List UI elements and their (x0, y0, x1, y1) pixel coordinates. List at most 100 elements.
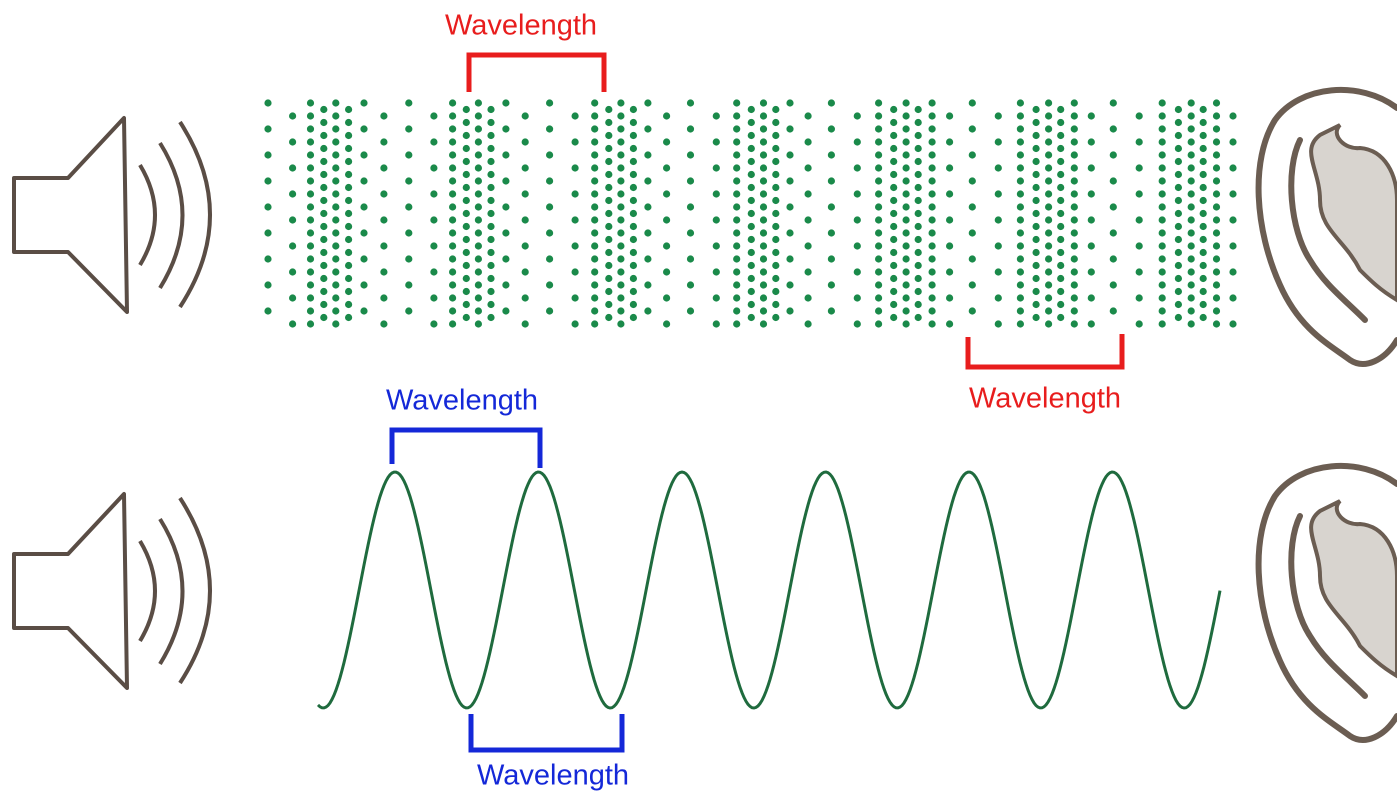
particle (713, 242, 720, 249)
particle (687, 177, 694, 184)
particle (449, 229, 456, 236)
particle (617, 294, 624, 301)
particle (687, 229, 694, 236)
particle (733, 268, 740, 275)
particle (380, 216, 387, 223)
particle (687, 203, 694, 210)
particle (1213, 242, 1220, 249)
particle (733, 242, 740, 249)
particle (772, 275, 779, 282)
particle (463, 210, 470, 217)
particle (1071, 307, 1078, 314)
particle (1188, 125, 1195, 132)
particle (929, 190, 936, 197)
particle (663, 190, 670, 197)
particle (903, 138, 910, 145)
particle (915, 184, 922, 191)
particle (1213, 99, 1220, 106)
particle (430, 138, 437, 145)
particle (1045, 229, 1052, 236)
particle (929, 112, 936, 119)
particle (1159, 203, 1166, 210)
particle (487, 314, 494, 321)
particle (463, 249, 470, 256)
particle (875, 164, 882, 171)
particle (1057, 210, 1064, 217)
particle (307, 320, 314, 327)
particle (1188, 177, 1195, 184)
particle (1188, 242, 1195, 249)
particle (1071, 268, 1078, 275)
particle (1057, 236, 1064, 243)
particle (663, 294, 670, 301)
particle (1200, 236, 1207, 243)
particle (605, 171, 612, 178)
particle (605, 236, 612, 243)
particle (307, 99, 314, 106)
particle (1017, 112, 1024, 119)
particle (430, 268, 437, 275)
particle (929, 242, 936, 249)
particle (332, 203, 339, 210)
particle (449, 203, 456, 210)
particle (995, 242, 1002, 249)
particle (969, 229, 976, 236)
particle (307, 216, 314, 223)
particle (748, 106, 755, 113)
particle (1200, 119, 1207, 126)
particle (969, 203, 976, 210)
particle (1033, 210, 1040, 217)
particle (915, 210, 922, 217)
particle (449, 177, 456, 184)
particle (307, 242, 314, 249)
particle (307, 138, 314, 145)
particle (1045, 99, 1052, 106)
particle (360, 203, 367, 210)
particle (1033, 262, 1040, 269)
particle (307, 281, 314, 288)
particle (828, 177, 835, 184)
particle (1071, 216, 1078, 223)
particle (546, 229, 553, 236)
particle (522, 242, 529, 249)
particle (307, 190, 314, 197)
particle (1213, 307, 1220, 314)
particle (307, 229, 314, 236)
particle (1057, 314, 1064, 321)
particle (733, 216, 740, 223)
particle (854, 242, 861, 249)
particle (875, 242, 882, 249)
particle (630, 106, 637, 113)
particle (929, 164, 936, 171)
particle (828, 125, 835, 132)
particle (1175, 236, 1182, 243)
particle (1213, 255, 1220, 262)
particle (463, 262, 470, 269)
particle (1159, 242, 1166, 249)
particle (1045, 242, 1052, 249)
particle (1213, 151, 1220, 158)
particle (890, 314, 897, 321)
particle (630, 249, 637, 256)
particle (475, 281, 482, 288)
particle (748, 301, 755, 308)
particle (760, 294, 767, 301)
particle (875, 320, 882, 327)
particle (1200, 314, 1207, 321)
particle (1033, 301, 1040, 308)
particle (345, 223, 352, 230)
particle (903, 177, 910, 184)
particle (1175, 171, 1182, 178)
particle (915, 223, 922, 230)
particle (854, 294, 861, 301)
particle (995, 294, 1002, 301)
particle (663, 138, 670, 145)
particle (1017, 125, 1024, 132)
particle (617, 138, 624, 145)
particle (713, 294, 720, 301)
particle (264, 99, 271, 106)
particle (630, 210, 637, 217)
particle (1057, 223, 1064, 230)
particle (929, 177, 936, 184)
particle (772, 132, 779, 139)
